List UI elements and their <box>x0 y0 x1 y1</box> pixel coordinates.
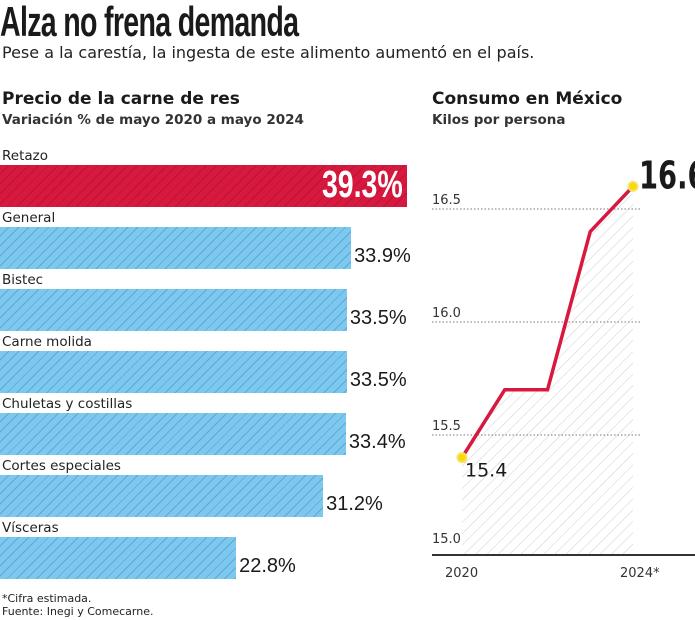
bar-category-label: Cortes especiales <box>2 458 121 474</box>
source: Fuente: Inegi y Comecarne. <box>2 605 154 618</box>
bar-category-label: Retazo <box>2 148 48 164</box>
y-tick-label: 16.0 <box>432 306 461 321</box>
bar-category-label: Vísceras <box>2 520 59 536</box>
line-chart-title: Consumo en México <box>432 89 623 109</box>
data-point-marker <box>627 180 639 192</box>
area-fill <box>462 186 633 555</box>
bar-value-label: 31.2% <box>326 493 383 515</box>
y-tick-label: 15.0 <box>432 532 461 547</box>
bar-category-label: Carne molida <box>2 334 92 350</box>
bar <box>0 289 347 331</box>
bar <box>0 165 407 207</box>
x-tick-label: 2020 <box>445 566 478 581</box>
bar-chart-title: Precio de la carne de res <box>2 89 240 109</box>
bar-value-label: 22.8% <box>239 555 296 577</box>
page-subtitle: Pese a la carestía, la ingesta de este a… <box>2 43 535 62</box>
y-tick-label: 16.5 <box>432 193 461 208</box>
bar-chart-subtitle: Variación % de mayo 2020 a mayo 2024 <box>2 112 304 128</box>
footnote: *Cifra estimada. <box>2 592 92 605</box>
bar-value-label: 39.3% <box>322 164 403 206</box>
y-tick-label: 15.5 <box>432 419 461 434</box>
data-label-first: 15.4 <box>465 460 507 482</box>
bar-category-label: Chuletas y costillas <box>2 396 133 412</box>
bar <box>0 475 324 517</box>
series-line <box>460 185 635 459</box>
bar <box>0 351 347 393</box>
bar-value-label: 33.4% <box>348 431 406 453</box>
page-title: Alza no frena demanda <box>0 0 299 45</box>
data-point-marker <box>456 452 468 464</box>
data-label-last: 16.6 <box>639 153 695 198</box>
bar-value-label: 33.5% <box>349 307 407 329</box>
bar-category-label: General <box>2 210 56 226</box>
bar-value-label: 33.5% <box>349 369 407 391</box>
bar-category-label: Bistec <box>2 272 44 288</box>
bar-value-label: 33.9% <box>354 245 411 267</box>
bar <box>0 537 237 579</box>
bar <box>0 413 346 455</box>
line-chart-subtitle: Kilos por persona <box>432 112 566 128</box>
footer: *Cifra estimada. Fuente: Inegi y Comecar… <box>2 592 154 618</box>
x-tick-label: 2024* <box>620 566 660 581</box>
bar <box>0 227 352 269</box>
